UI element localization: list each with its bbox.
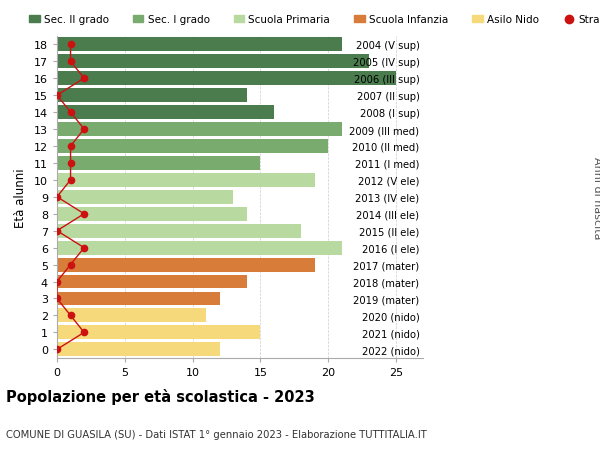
Bar: [57, 190, 233, 204]
Y-axis label: Età alunni: Età alunni: [14, 168, 27, 227]
Bar: [57, 140, 328, 154]
Bar: [57, 326, 260, 340]
Legend: Sec. II grado, Sec. I grado, Scuola Primaria, Scuola Infanzia, Asilo Nido, Stran: Sec. II grado, Sec. I grado, Scuola Prim…: [29, 15, 600, 25]
Bar: [57, 174, 314, 187]
Text: Popolazione per età scolastica - 2023: Popolazione per età scolastica - 2023: [6, 388, 315, 404]
Bar: [57, 258, 314, 272]
Text: COMUNE DI GUASILA (SU) - Dati ISTAT 1° gennaio 2023 - Elaborazione TUTTITALIA.IT: COMUNE DI GUASILA (SU) - Dati ISTAT 1° g…: [6, 429, 427, 439]
Bar: [57, 207, 247, 221]
Text: Anni di nascita: Anni di nascita: [592, 156, 600, 239]
Bar: [57, 72, 396, 86]
Bar: [57, 89, 247, 103]
Bar: [57, 342, 220, 357]
Bar: [57, 224, 301, 238]
Bar: [57, 106, 274, 120]
Bar: [57, 55, 369, 69]
Bar: [57, 309, 206, 323]
Bar: [57, 275, 247, 289]
Bar: [57, 241, 341, 255]
Bar: [57, 38, 341, 52]
Bar: [57, 123, 341, 137]
Bar: [57, 157, 260, 170]
Bar: [57, 292, 220, 306]
